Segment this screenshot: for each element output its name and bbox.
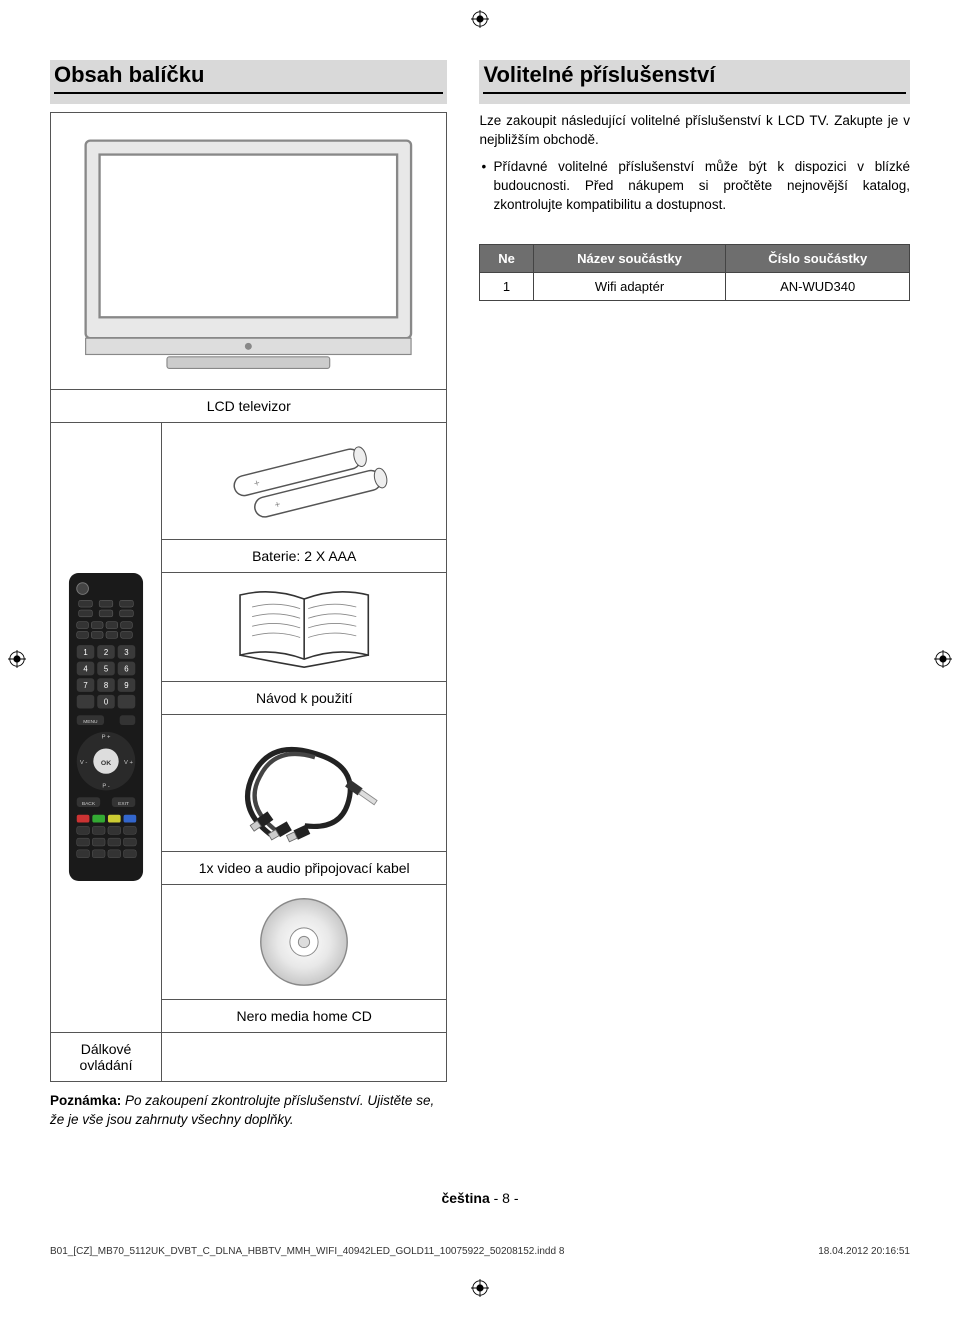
svg-text:0: 0	[104, 698, 109, 707]
svg-text:P +: P +	[102, 735, 111, 741]
tv-label: LCD televizor	[51, 390, 447, 423]
svg-text:1: 1	[83, 648, 87, 657]
svg-text:V -: V -	[80, 760, 88, 766]
tv-icon	[74, 129, 423, 373]
optional-accessories-section: Volitelné příslušenství Lze zakoupit nás…	[479, 60, 910, 1130]
svg-text:BACK: BACK	[82, 801, 96, 807]
batteries-icon: + +	[205, 441, 404, 521]
manual-image-cell	[162, 572, 447, 681]
svg-text:7: 7	[83, 681, 87, 690]
table-row: 1 Wifi adaptér AN-WUD340	[480, 273, 910, 301]
parts-header-part: Číslo součástky	[726, 245, 910, 273]
remote-image-cell: 1 2 3 4 5 6 7 8 9 0	[51, 423, 162, 1033]
parts-row-part: AN-WUD340	[726, 273, 910, 301]
cd-image-cell	[162, 884, 447, 999]
svg-text:MENU: MENU	[83, 720, 98, 726]
parts-row-no: 1	[480, 273, 533, 301]
batteries-label: Baterie: 2 X AAA	[162, 539, 447, 572]
package-note: Poznámka: Po zakoupení zkontrolujte přís…	[50, 1092, 447, 1130]
optional-bullet: Přídavné volitelné příslušenství může bý…	[479, 158, 910, 215]
cable-image-cell	[162, 714, 447, 851]
svg-text:OK: OK	[101, 760, 111, 767]
imprint-line: B01_[CZ]_MB70_5112UK_DVBT_C_DLNA_HBBTV_M…	[0, 1246, 960, 1267]
optional-parts-table: Ne Název součástky Číslo součástky 1 Wif…	[479, 244, 910, 301]
parts-header-name: Název součástky	[533, 245, 726, 273]
footer-page: - 8 -	[494, 1190, 519, 1206]
svg-text:P -: P -	[102, 784, 109, 790]
svg-text:3: 3	[124, 648, 128, 657]
cable-label: 1x video a audio připojovací kabel	[162, 851, 447, 884]
svg-text:5: 5	[104, 665, 109, 674]
svg-text:9: 9	[124, 681, 128, 690]
manual-book-icon	[224, 583, 384, 671]
imprint-file: B01_[CZ]_MB70_5112UK_DVBT_C_DLNA_HBBTV_M…	[50, 1246, 564, 1257]
page-content: Obsah balíčku LCD televizor	[0, 0, 960, 1246]
package-contents-table: LCD televizor	[50, 112, 447, 1082]
registration-mark-icon	[471, 1279, 489, 1297]
tv-image-cell	[51, 113, 447, 390]
cd-icon	[257, 895, 351, 989]
optional-intro: Lze zakoupit následující volitelné přísl…	[479, 112, 910, 150]
batteries-image-cell: + +	[162, 423, 447, 540]
note-bold: Poznámka:	[50, 1093, 121, 1108]
av-cable-icon	[219, 723, 390, 843]
svg-text:V +: V +	[124, 760, 134, 766]
package-contents-section: Obsah balíčku LCD televizor	[50, 60, 447, 1130]
svg-text:8: 8	[104, 681, 108, 690]
parts-header-no: Ne	[480, 245, 533, 273]
svg-text:EXIT: EXIT	[118, 801, 129, 807]
svg-text:6: 6	[124, 665, 128, 674]
footer-language: čeština	[441, 1190, 489, 1206]
section-title-package: Obsah balíčku	[54, 62, 443, 94]
svg-text:4: 4	[83, 665, 88, 674]
page-footer: čeština - 8 -	[50, 1190, 910, 1206]
svg-text:2: 2	[104, 648, 108, 657]
parts-row-name: Wifi adaptér	[533, 273, 726, 301]
remote-label: Dálkové ovládání	[51, 1032, 162, 1081]
manual-label: Návod k použití	[162, 681, 447, 714]
imprint-date: 18.04.2012 20:16:51	[818, 1246, 910, 1257]
remote-control-icon: 1 2 3 4 5 6 7 8 9 0	[67, 571, 145, 883]
cd-label: Nero media home CD	[162, 999, 447, 1032]
section-title-optional: Volitelné příslušenství	[483, 62, 906, 94]
